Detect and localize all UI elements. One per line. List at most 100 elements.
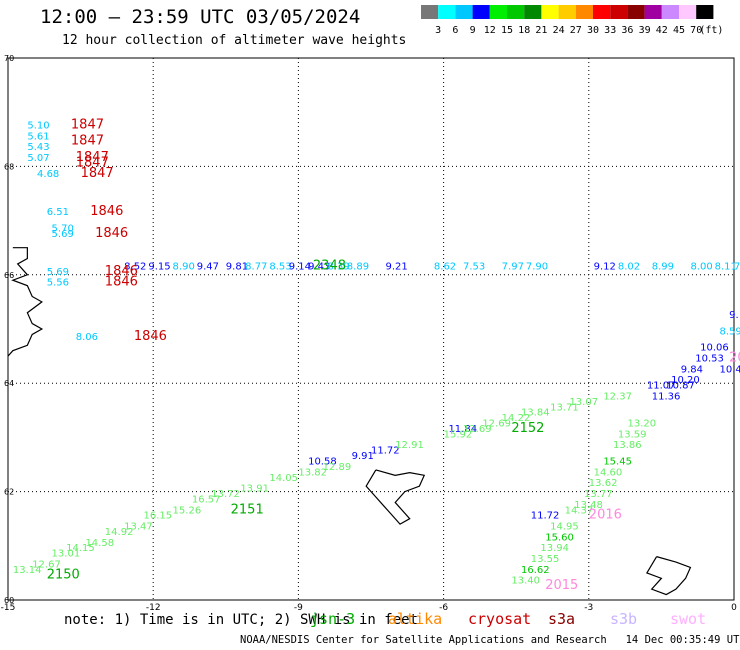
pass-time-label: 1847	[76, 150, 109, 165]
wave-height-label: 10.20	[671, 375, 700, 386]
colorbar-tick-label: 12	[484, 25, 496, 36]
wave-height-label: 11.84	[448, 424, 477, 435]
pass-time-label: 1846	[105, 264, 138, 279]
wave-height-label: 15.45	[603, 457, 632, 468]
wave-height-label: 7.53	[463, 261, 485, 272]
wave-height-label: 8.99	[652, 261, 674, 272]
pass-time-label: 2348	[313, 258, 346, 273]
wave-height-colorbar: 3 6 9 12 15 18 21 24 27 30 33 36 39 42 45 70(ft)	[421, 5, 723, 36]
wave-height-label: 13.77	[584, 489, 613, 500]
wave-height-label: 13.40	[511, 576, 540, 587]
pass-time-label: 1846	[105, 275, 138, 290]
wave-height-label: 8.53	[269, 261, 291, 272]
wave-height-label: 13.55	[531, 554, 560, 565]
legend-altika: altika	[388, 610, 443, 628]
colorbar-swatch	[627, 5, 645, 19]
wave-height-label: 9.21	[386, 261, 408, 272]
wave-height-label: 9.12	[594, 261, 616, 272]
legend-jason3: jsn-3	[310, 610, 356, 628]
pass-time-label: 20	[729, 351, 740, 366]
pass-time-label: 1846	[90, 204, 123, 219]
chart-note: note: 1) Time is in UTC; 2) SWH is in fe…	[64, 612, 419, 628]
wave-height-label: 12.89	[323, 462, 352, 473]
wave-height-label: 5.56	[47, 278, 69, 289]
wave-height-label: 8.62	[434, 261, 456, 272]
wave-height-label: 13.71	[550, 402, 579, 413]
colorbar-tick-label: 39	[639, 25, 651, 36]
y-tick-label: 68	[4, 162, 14, 171]
colorbar-tick-label: 18	[518, 25, 530, 36]
wave-height-label: 12.69	[463, 424, 492, 435]
wave-height-label: 4.68	[37, 169, 59, 180]
legend-s3a: s3a	[548, 610, 576, 628]
colorbar-swatch	[644, 5, 662, 19]
colorbar-tick-label: 42	[656, 25, 668, 36]
plot-frame	[7, 57, 735, 601]
wave-height-label: 7.97	[502, 261, 524, 272]
wave-height-label: 9.81	[226, 261, 248, 272]
colorbar-swatch	[472, 5, 490, 19]
colorbar-tick-label: 33	[604, 25, 616, 36]
colorbar-tick-label: 21	[535, 25, 547, 36]
colorbar-tick-label: 27	[570, 25, 582, 36]
wave-height-label: 13.14	[13, 565, 42, 576]
x-tick-label: -12	[146, 603, 161, 613]
wave-height-label: 13.84	[521, 408, 550, 419]
pass-time-label: 2151	[231, 502, 264, 517]
wave-height-label: 14.22	[502, 413, 531, 424]
wave-height-label: 11.72	[371, 446, 400, 457]
wave-height-label: 9.14	[289, 261, 311, 272]
wave-height-label: 8.59	[719, 326, 740, 337]
wave-height-label: 13.86	[613, 440, 642, 451]
colorbar-swatch	[421, 5, 439, 19]
coastline-shetland-islands	[645, 556, 692, 596]
wave-height-label: 16.15	[144, 511, 173, 522]
wave-height-label: 10.58	[308, 457, 337, 468]
wave-height-label: 6.51	[47, 207, 69, 218]
wave-height-label: 12.67	[32, 559, 61, 570]
pass-time-label: 1847	[81, 166, 114, 181]
colorbar-tick-label: 9	[470, 25, 476, 36]
pass-time-label: 1847	[76, 155, 109, 170]
wave-height-label: 15.26	[173, 505, 202, 516]
colorbar-swatch	[696, 5, 714, 19]
wave-height-label: 11.07	[647, 381, 676, 392]
pass-time-label: 2015	[545, 578, 578, 593]
wave-height-label: 13.01	[52, 549, 81, 560]
wave-height-label: 8.00	[690, 261, 712, 272]
wave-height-label: 5.69	[52, 229, 74, 240]
wave-height-label: 12.91	[395, 440, 424, 451]
colorbar-swatch	[558, 5, 576, 19]
wave-height-label: 5.43	[27, 142, 49, 153]
wave-height-label: 5.10	[27, 120, 49, 131]
wave-height-label: 9.84	[681, 364, 703, 375]
wave-height-label: 7.90	[526, 261, 548, 272]
colorbar-swatch	[679, 5, 697, 19]
x-tick-label: -15	[1, 603, 16, 613]
footer-credit: NOAA/NESDIS Center for Satellite Applica…	[240, 634, 740, 646]
wave-height-label: 13.07	[569, 397, 598, 408]
wave-height-label: 14.95	[550, 522, 579, 533]
x-tick-label: -3	[584, 603, 593, 613]
wave-height-label: 8.39	[327, 261, 349, 272]
wave-height-label: 15.60	[545, 532, 574, 543]
colorbar-swatch	[661, 5, 679, 19]
wave-height-label: 16.62	[521, 565, 550, 576]
wave-height-label: 8.90	[173, 261, 195, 272]
colorbar-swatch	[575, 5, 593, 19]
wave-height-label: 8.89	[347, 261, 369, 272]
pass-time-label: 1847	[71, 117, 104, 132]
colorbar-tick-label: 30	[587, 25, 599, 36]
wave-height-label: 8.02	[618, 261, 640, 272]
x-tick-label: -9	[294, 603, 303, 613]
colorbar-swatch	[541, 5, 559, 19]
legend-cryosat: cryosat	[468, 610, 532, 628]
wave-height-label: 13.62	[589, 478, 618, 489]
y-tick-label: 60	[4, 596, 14, 605]
colorbar-swatch	[507, 5, 525, 19]
colorbar-swatch	[455, 5, 473, 19]
wave-height-label: 10.87	[666, 381, 695, 392]
wave-height-label: 12.69	[482, 419, 511, 430]
y-tick-label: 62	[4, 488, 14, 497]
wave-height-label: 14.58	[85, 538, 114, 549]
